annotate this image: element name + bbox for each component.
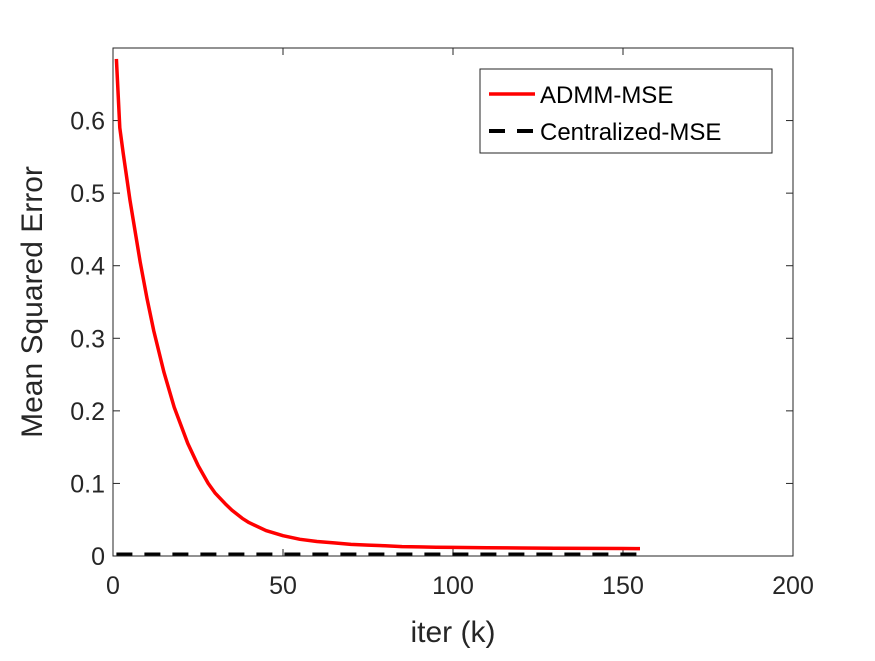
y-axis-label: Mean Squared Error [16,166,49,438]
y-tick-label: 0 [91,543,105,571]
x-tick-label: 50 [269,572,297,600]
y-tick-label: 0.6 [70,108,105,136]
y-axis-ticks: 0 0.1 0.2 0.3 0.4 0.5 0.6 [70,108,793,571]
y-tick-label: 0.5 [70,180,105,208]
y-tick-label: 0.3 [70,325,105,353]
x-tick-label: 150 [602,572,644,600]
plot-area-frame [112,47,794,557]
y-tick-label: 0.4 [70,253,105,281]
y-tick-label: 0.2 [70,398,105,426]
y-tick-label: 0.1 [70,470,105,498]
series-line-admm-mse [114,58,641,551]
legend-box [479,68,773,154]
legend-label-admm-mse: ADMM-MSE [540,82,673,109]
x-tick-label: 200 [772,572,814,600]
x-tick-label: 0 [106,572,120,600]
x-tick-label: 100 [432,572,474,600]
series-layer [114,58,641,557]
legend: ADMM-MSE Centralized-MSE [479,68,773,154]
x-axis-label: iter (k) [411,616,496,649]
legend-label-centralized-mse: Centralized-MSE [540,119,721,146]
